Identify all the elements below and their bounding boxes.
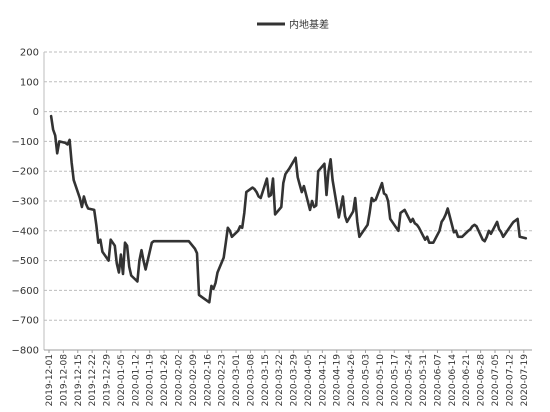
x-axis: 2019-12-01 2019-12-08 2019-12-15 2019-12-22… — [45, 350, 530, 406]
y-tick-label: −500 — [12, 256, 39, 267]
x-tick-label: 2020-05-17 — [390, 354, 400, 406]
x-tick-label: 2020-06-07 — [433, 354, 443, 406]
grid-lines — [44, 51, 532, 321]
y-tick-label: −200 — [12, 167, 39, 178]
x-tick-label: 2020-06-14 — [448, 354, 458, 407]
x-tick-label: 2020-03-01 — [232, 354, 242, 406]
x-tick-label: 2020-03-29 — [290, 354, 300, 407]
x-tick-label: 2020-01-05 — [117, 354, 127, 406]
x-tick-label: 2020-01-12 — [131, 354, 141, 406]
x-tick-label: 2020-05-03 — [362, 354, 372, 406]
x-tick-label: 2020-01-26 — [160, 354, 170, 407]
legend: 内地基差 — [257, 18, 329, 31]
y-tick-label: −600 — [12, 286, 39, 297]
x-tick-label: 2020-07-12 — [505, 354, 515, 406]
x-tick-label: 2020-03-22 — [275, 354, 285, 406]
x-tick-label: 2019-12-22 — [88, 354, 98, 406]
x-tick-label: 2019-12-08 — [59, 354, 69, 407]
x-tick-label: 2020-05-31 — [419, 354, 429, 406]
x-tick-label: 2020-04-26 — [347, 354, 357, 407]
y-tick-label: −300 — [12, 197, 39, 208]
x-tick-label: 2020-01-19 — [146, 354, 156, 407]
x-tick-label: 2019-12-29 — [103, 354, 113, 407]
y-tick-label: 0 — [33, 107, 39, 118]
y-axis: 200 100 0 −100 −200 −300 −400 −500 −600 −700 −800 — [12, 48, 532, 357]
x-tick-label: 2020-07-05 — [491, 354, 501, 406]
series-layer — [49, 114, 528, 304]
y-tick-label: −100 — [12, 137, 39, 148]
x-tick-label: 2020-05-10 — [376, 354, 386, 407]
x-tick-label: 2019-12-15 — [74, 354, 84, 406]
x-tick-label: 2020-03-15 — [261, 354, 271, 406]
y-tick-label: −700 — [12, 316, 39, 327]
y-tick-label: −400 — [12, 226, 39, 237]
x-tick-label: 2020-04-19 — [333, 354, 343, 407]
legend-label: 内地基差 — [289, 18, 329, 31]
x-tick-label: 2020-06-28 — [477, 354, 487, 407]
x-tick-label: 2020-02-23 — [218, 354, 228, 406]
x-tick-label: 2020-04-05 — [304, 354, 314, 406]
x-tick-label: 2020-07-19 — [520, 354, 530, 407]
y-tick-label: −800 — [12, 346, 39, 357]
x-tick-label: 2020-03-08 — [246, 354, 256, 407]
x-tick-label: 2020-06-21 — [462, 354, 472, 406]
y-tick-label: 200 — [20, 48, 39, 59]
x-tick-label: 2020-02-02 — [174, 354, 184, 406]
y-tick-label: 100 — [20, 77, 39, 88]
x-tick-label: 2020-02-09 — [189, 354, 199, 407]
x-tick-label: 2020-04-12 — [318, 354, 328, 406]
x-tick-label: 2020-02-16 — [203, 354, 213, 407]
x-tick-label: 2020-05-24 — [405, 354, 415, 407]
x-tick-label: 2019-12-01 — [45, 354, 55, 406]
series-line-0 — [49, 114, 528, 304]
